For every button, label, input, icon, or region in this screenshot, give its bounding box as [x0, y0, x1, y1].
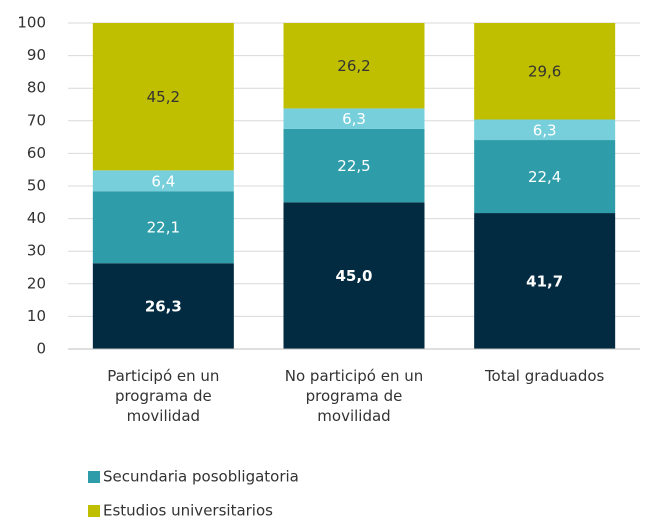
- bar-segment: [92, 170, 234, 192]
- y-tick-label: 100: [17, 14, 46, 32]
- y-tick-label: 0: [36, 340, 46, 358]
- bar-segment: [92, 23, 234, 171]
- value-label: 6,3: [533, 121, 557, 139]
- y-tick-label: 10: [27, 307, 46, 325]
- legend-label: Estudios universitarios: [103, 502, 273, 520]
- y-tick-label: 50: [27, 177, 46, 195]
- value-label: 22,4: [528, 168, 561, 186]
- value-label: 22,1: [147, 219, 180, 237]
- bar-segment: [474, 23, 616, 120]
- bar-segment: [283, 23, 425, 109]
- bar-segment: [474, 213, 616, 349]
- bar-segment: [92, 263, 234, 349]
- bar-segment: [283, 128, 425, 203]
- y-tick-label: 70: [27, 111, 46, 129]
- x-tick-label: No participó en un programa de movilidad: [284, 367, 424, 425]
- y-tick-label: 60: [27, 144, 46, 162]
- value-label: 29,6: [528, 63, 561, 81]
- bar-segment: [283, 108, 425, 129]
- legend-label: Secundaria posobligatoria: [103, 468, 299, 486]
- x-tick-label: Participó en un programa de movilidad: [107, 367, 220, 425]
- bar-segment: [474, 119, 616, 141]
- y-tick-label: 40: [27, 209, 46, 227]
- legend-swatch: [88, 471, 100, 483]
- y-tick-label: 90: [27, 46, 46, 64]
- value-label: 45,0: [335, 267, 372, 285]
- bar-segment: [283, 202, 425, 349]
- legend-swatch: [88, 505, 100, 517]
- y-tick-label: 80: [27, 79, 46, 97]
- value-label: 26,2: [337, 57, 370, 75]
- value-label: 26,3: [145, 298, 182, 316]
- y-tick-label: 30: [27, 242, 46, 260]
- value-label: 6,3: [342, 110, 366, 128]
- x-tick-label: Total graduados: [484, 367, 605, 385]
- value-label: 22,5: [337, 157, 370, 175]
- bar-segment: [474, 140, 616, 214]
- y-tick-label: 20: [27, 274, 46, 292]
- value-label: 45,2: [147, 88, 180, 106]
- value-label: 41,7: [526, 273, 563, 291]
- value-label: 6,4: [151, 172, 175, 190]
- bar-segment: [92, 191, 234, 264]
